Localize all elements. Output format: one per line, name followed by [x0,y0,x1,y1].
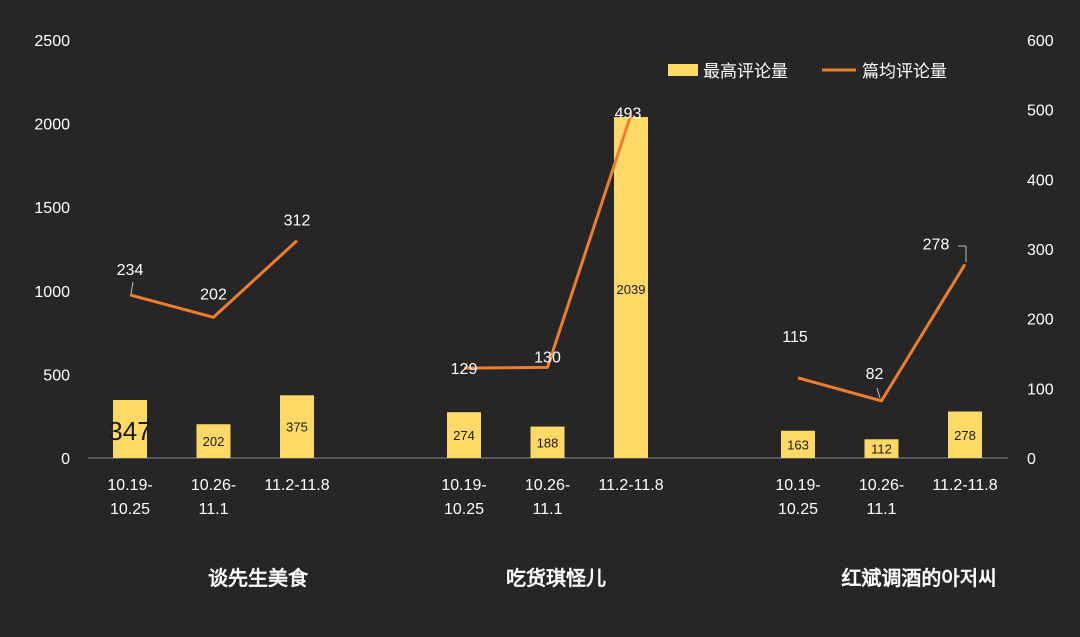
left-axis-tick-label: 500 [43,367,70,384]
bar [530,426,565,458]
line-series [129,114,967,403]
left-axis-tick-label: 1000 [34,284,70,301]
category-tick-label: 10.25 [110,501,150,518]
category-tick-label: 10.19- [441,477,486,494]
group-label: 吃货琪怪儿 [506,566,606,590]
category-tick-label: 11.2-11.8 [264,477,329,494]
line-value-label: 82 [866,366,884,383]
bar-value-label: 2039 [617,282,646,297]
bar-value-label: 188 [537,435,559,450]
right-axis-tick-label: 500 [1027,103,1054,120]
legend-bar-swatch [668,64,698,76]
category-tick-label: 11.1 [199,501,229,518]
category-tick-label: 10.26- [525,477,570,494]
line-segment [129,239,299,319]
category-tick-label: 10.25 [444,501,484,518]
legend-bar-label: 最高评论量 [703,62,788,82]
bar-value-label: 202 [203,434,225,449]
line-value-label: 129 [451,361,478,378]
category-tick-label: 11.1 [867,501,897,518]
bar-value-label: 375 [286,420,308,435]
line-value-label: 312 [284,213,311,230]
right-axis-tick-label: 400 [1027,172,1054,189]
group-label: 谈先生美食 [208,566,309,590]
category-tick-label: 11.2-11.8 [932,477,997,494]
right-axis-tick-label: 0 [1027,451,1036,468]
group-label: 红斌调酒的아저씨 [841,566,996,590]
line-value-label: 278 [923,236,950,253]
right-axis-tick-label: 100 [1027,381,1054,398]
legend: 最高评论量 篇均评论量 [668,62,947,82]
bar-value-label: 112 [871,442,892,457]
line-value-label: 234 [117,262,144,279]
left-axis: 0 500 1000 1500 2000 2500 [34,33,70,468]
bar [781,430,815,458]
bar-value-label: 274 [453,428,475,443]
bar-value-label: 278 [954,428,976,443]
right-axis-tick-label: 300 [1027,242,1054,259]
bars [113,117,982,459]
bar [864,439,899,458]
line-value-label: 493 [615,106,642,123]
legend-line-label: 篇均评论量 [862,62,947,82]
category-labels: 10.19- 10.25 10.26- 11.1 11.2-11.8 10.19- 10.2… [107,477,997,518]
category-tick-label: 11.2-11.8 [598,477,663,494]
line-segment [797,263,967,403]
category-tick-label: 10.19- [107,477,152,494]
category-tick-label: 10.26- [859,477,904,494]
bar [948,411,982,458]
right-axis-tick-label: 200 [1027,312,1054,329]
bar [113,399,147,458]
right-axis-tick-label: 600 [1027,33,1054,50]
line-segment [463,114,633,370]
bar [280,395,314,458]
category-tick-label: 11.1 [533,501,563,518]
line-value-label: 115 [782,329,808,346]
category-tick-label: 10.26- [191,477,236,494]
data-labels: 347 202 375 234 202 312 274 188 2039 129 130 493 163… [108,106,976,457]
right-axis: 0 100 200 300 400 500 600 [1027,33,1054,468]
category-tick-label: 10.25 [778,501,818,518]
line-value-label: 202 [200,286,227,303]
bar-value-label: 163 [787,437,809,452]
label-leader-line [876,387,881,399]
category-tick-label: 10.19- [775,477,820,494]
bar-value-label: 347 [108,416,151,446]
group-labels: 谈先生美食 吃货琪怪儿 红斌调酒的아저씨 [208,566,997,590]
label-leader-line [130,281,134,295]
left-axis-tick-label: 2500 [34,33,70,50]
left-axis-tick-label: 1500 [34,200,70,217]
bar [447,412,481,458]
bar [196,424,231,458]
left-axis-tick-label: 0 [61,451,70,468]
bar [614,117,648,459]
left-axis-tick-label: 2000 [34,117,70,134]
line-value-label: 130 [534,349,561,366]
